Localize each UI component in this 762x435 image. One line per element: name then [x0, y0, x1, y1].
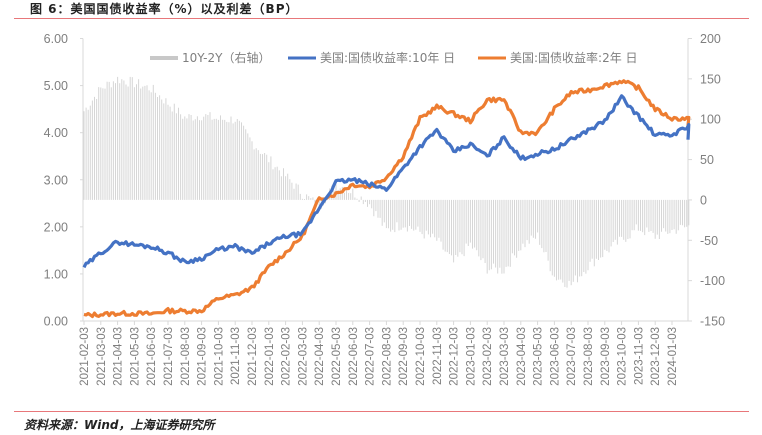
source-divider [14, 411, 749, 412]
x-axis-date-label: 2022-06-03 [348, 327, 360, 386]
left-axis-tick-label: 1.00 [44, 267, 68, 281]
x-axis-date-label: 2022-11-03 [432, 327, 444, 385]
right-axis-tick-label: 0 [700, 193, 707, 207]
left-axis-tick-label: 5.00 [44, 79, 68, 93]
x-axis-date-label: 2023-09-03 [600, 327, 612, 386]
right-y-axis: -150 -100 -50 0 50 100 150 200 [688, 32, 725, 329]
left-axis-tick-label: 4.00 [44, 126, 68, 140]
spread-bars [83, 76, 690, 288]
x-axis-date-label: 2021-11-03 [230, 327, 242, 385]
x-axis-date-label: 2023-01-03 [465, 327, 477, 386]
ten-year-yield-line [82, 94, 691, 269]
x-axis: 2021-02-03 2021-03-03 2021-04-03 2021-05-03… [79, 321, 679, 386]
right-axis-tick-label: 200 [700, 32, 721, 46]
title-divider [14, 18, 749, 19]
x-axis-date-label: 2021-10-03 [213, 327, 225, 386]
right-axis-tick-label: -100 [700, 274, 725, 288]
x-axis-date-label: 2022-09-03 [398, 327, 410, 386]
x-axis-date-label: 2021-02-03 [79, 327, 91, 386]
left-axis-tick-label: 3.00 [44, 173, 68, 187]
legend-spread-swatch [150, 56, 178, 60]
x-axis-date-label: 2021-08-03 [180, 327, 192, 386]
x-axis-date-label: 2023-06-03 [549, 327, 561, 386]
x-axis-date-label: 2023-11-03 [633, 327, 645, 385]
x-axis-date-label: 2022-12-03 [449, 327, 461, 386]
x-axis-date-label: 2023-12-03 [650, 327, 662, 386]
x-axis-date-label: 2023-03-03 [499, 327, 511, 386]
x-axis-date-label: 2023-10-03 [617, 327, 629, 386]
right-axis-tick-label: -50 [700, 234, 718, 248]
x-axis-date-label: 2022-08-03 [381, 327, 393, 386]
x-axis-date-label: 2023-08-03 [583, 327, 595, 386]
right-axis-tick-label: -150 [700, 315, 725, 329]
two-year-yield-line [83, 79, 691, 319]
x-axis-date-label: 2021-06-03 [146, 327, 158, 386]
right-axis-tick-label: 100 [700, 113, 721, 127]
x-axis-date-label: 2023-07-03 [566, 327, 578, 386]
left-axis-tick-label: 0.00 [44, 315, 68, 329]
x-axis-date-label: 2022-01-03 [264, 327, 276, 386]
right-axis-tick-label: 50 [700, 153, 714, 167]
x-axis-date-label: 2022-02-03 [281, 327, 293, 386]
legend-10y-label: 美国:国债收益率:10年 日 [320, 50, 455, 65]
x-axis-date-label: 2023-02-03 [482, 327, 494, 386]
x-axis-date-label: 2023-04-03 [516, 327, 528, 386]
x-axis-date-label: 2022-03-03 [297, 327, 309, 386]
x-axis-date-label: 2021-07-03 [163, 327, 175, 386]
legend-spread-label: 10Y-2Y（右轴） [182, 50, 270, 65]
left-y-axis: 0.00 1.00 2.00 3.00 4.00 5.00 6.00 [44, 32, 83, 329]
x-axis-date-label: 2022-05-03 [331, 327, 343, 386]
legend: 10Y-2Y（右轴） 美国:国债收益率:10年 日 美国:国债收益率:2年 日 [150, 50, 638, 65]
x-axis-date-label: 2022-04-03 [314, 327, 326, 386]
x-axis-date-label: 2021-04-03 [113, 327, 125, 386]
legend-2y-label: 美国:国债收益率:2年 日 [510, 50, 638, 65]
right-axis-tick-label: 150 [700, 72, 721, 86]
x-axis-date-label: 2022-07-03 [365, 327, 377, 386]
x-axis-date-label: 2021-12-03 [247, 327, 259, 386]
left-axis-tick-label: 6.00 [44, 32, 68, 46]
x-axis-date-label: 2024-01-03 [667, 327, 679, 386]
x-axis-date-label: 2021-05-03 [129, 327, 141, 386]
source-note: 资料来源：Wind，上海证券研究所 [24, 418, 215, 432]
x-axis-date-label: 2021-09-03 [197, 327, 209, 386]
figure-title: 图 6：美国国债收益率（%）以及利差（BP） [30, 2, 299, 16]
x-axis-date-label: 2021-03-03 [96, 327, 108, 386]
x-axis-date-label: 2022-10-03 [415, 327, 427, 386]
left-axis-tick-label: 2.00 [44, 220, 68, 234]
x-axis-date-label: 2023-05-03 [533, 327, 545, 386]
